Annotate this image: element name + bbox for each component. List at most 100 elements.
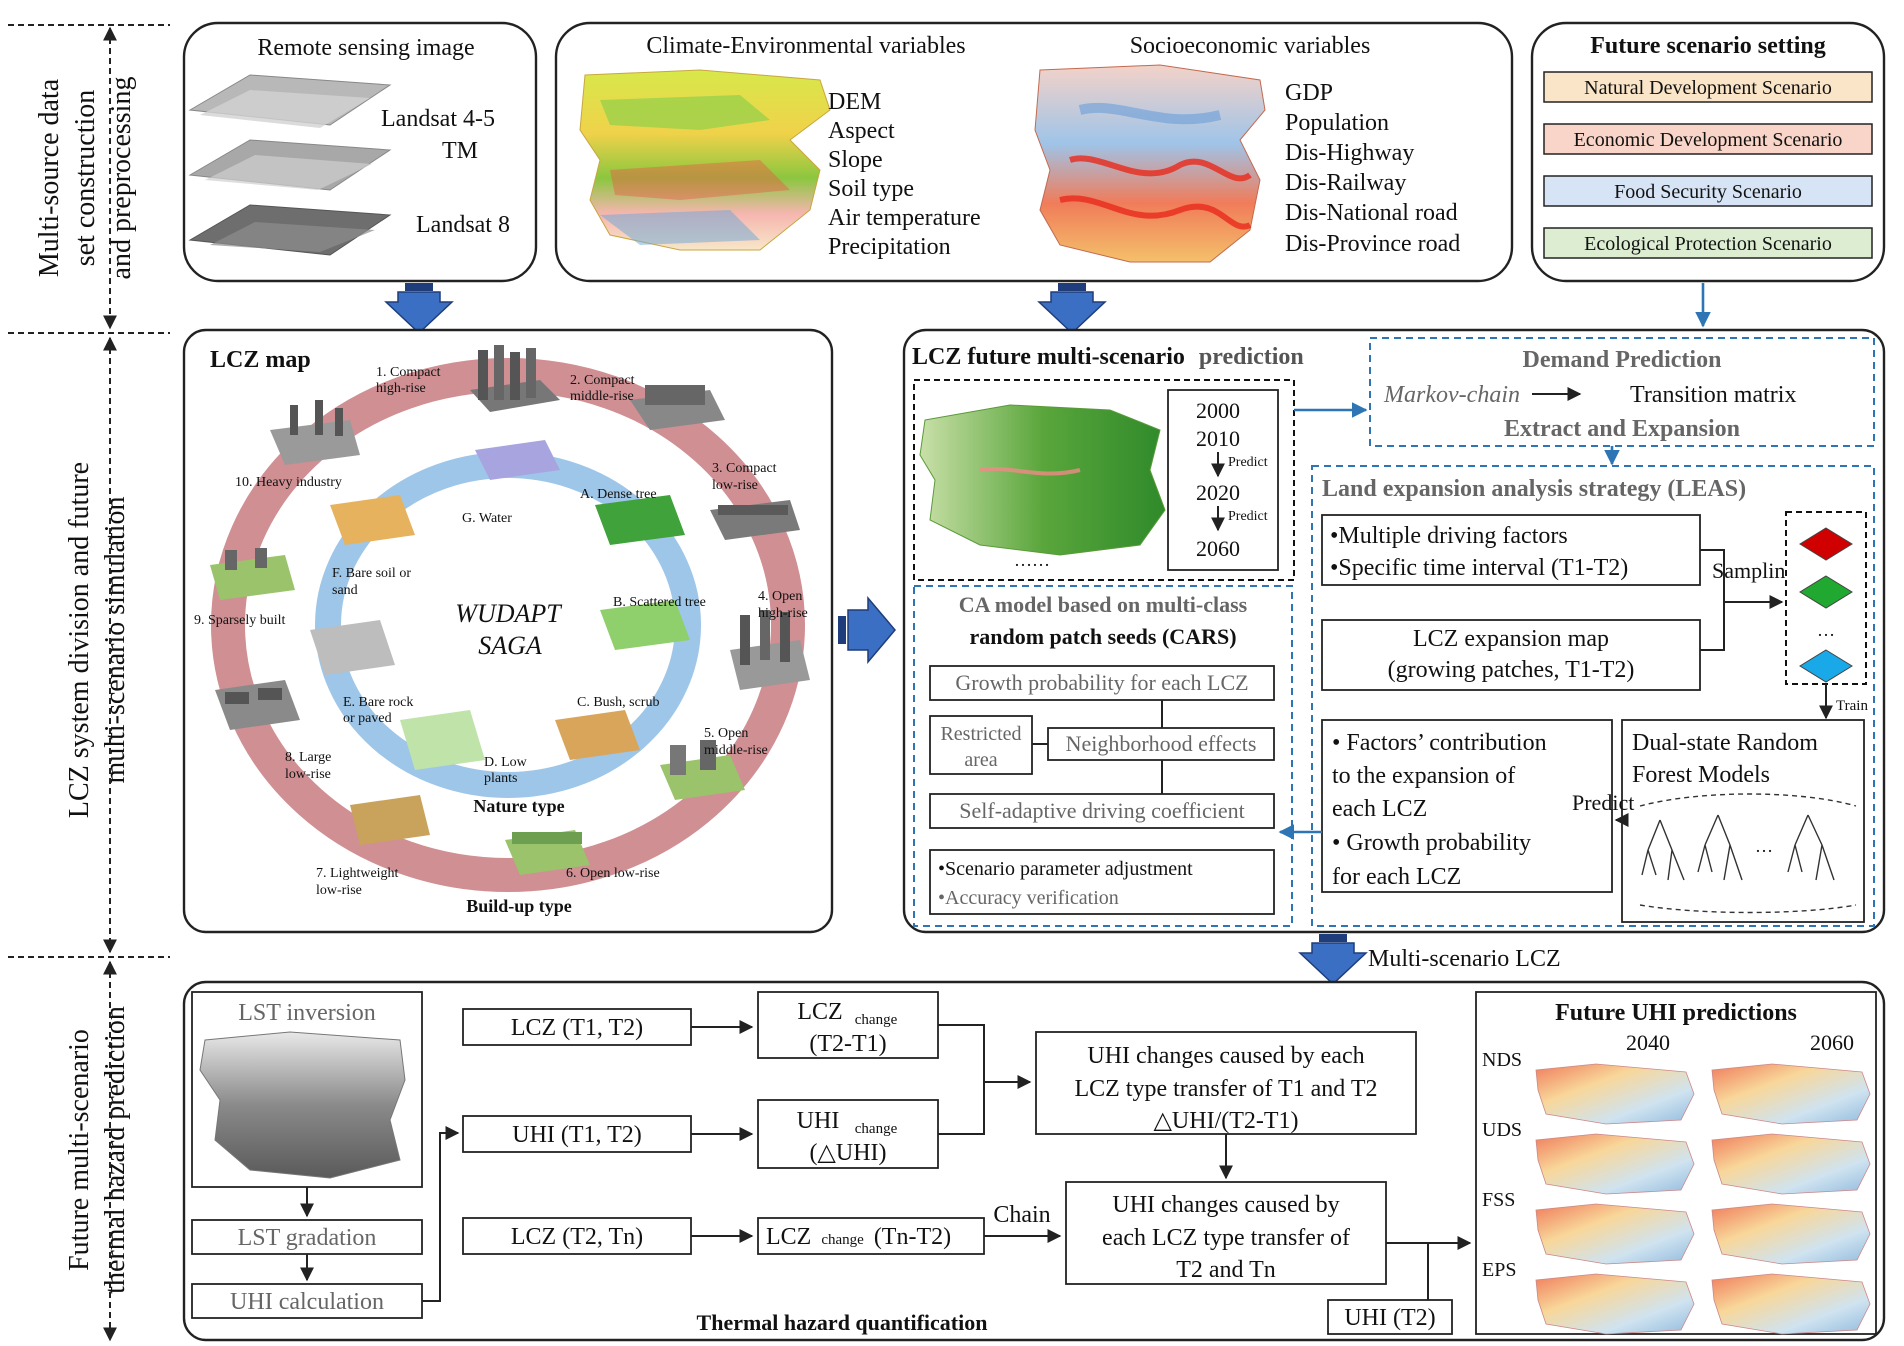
tile-low-plants <box>400 710 485 770</box>
remote-sensing-panel: Remote sensing image Landsat 4-5 TM Land… <box>182 21 538 283</box>
lst-map-image <box>199 1031 406 1179</box>
climate-title: Climate-Environmental variables <box>646 33 965 59</box>
lcz-center-saga: SAGA <box>478 631 542 660</box>
future-uhi-title: Future UHI predictions <box>1555 1000 1797 1026</box>
side-label-row3-line2: thermal hazard prediction <box>100 1006 131 1294</box>
uhi-scenario-label-3: EPS <box>1482 1259 1516 1281</box>
uhi-map-1-0 <box>1535 1133 1695 1195</box>
lcz-change-tn-period: (Tn-T2) <box>874 1224 951 1250</box>
uhi-t2-box <box>1327 1299 1453 1335</box>
nature-tiles <box>310 440 690 770</box>
tile-open-middle-rise <box>660 740 745 800</box>
tile-dense-tree <box>595 495 685 545</box>
rf-dots: … <box>1755 836 1773 856</box>
restricted-line1: Restricted <box>940 723 1021 745</box>
scenario-swatch-2 <box>1543 175 1873 207</box>
uhi-caused-t2tn-box <box>1065 1181 1387 1285</box>
uhi-map-3-1 <box>1711 1273 1871 1335</box>
lcz-label-5b: middle-rise <box>704 743 768 758</box>
year-2010: 2010 <box>1196 426 1240 451</box>
tile-heavy-industry <box>270 400 360 465</box>
lcz-label-b: B. Scattered tree <box>613 595 706 610</box>
scenario-list: Natural Development Scenario Economic Dev… <box>1543 71 1873 259</box>
scenario-swatch-3 <box>1543 227 1873 259</box>
year-2060: 2060 <box>1196 536 1240 561</box>
leas-title: Land expansion analysis strategy (LEAS) <box>1322 476 1746 502</box>
remote-sensing-title: Remote sensing image <box>257 35 474 61</box>
climate-item-precip: Precipitation <box>828 234 951 260</box>
uhi-t1t2-label: UHI (T1, T2) <box>512 1122 642 1148</box>
cars-title-line2: random patch seeds (CARS) <box>969 624 1236 649</box>
extract-expansion-label: Extract and Expansion <box>1504 416 1740 442</box>
lcz-change-box <box>757 991 939 1059</box>
down-arrow-lcz-map <box>384 283 454 335</box>
built-up-type-label: Build-up type <box>466 896 572 916</box>
landsat-45-label: Landsat 4-5 <box>381 106 495 132</box>
uhi-t1t2-box <box>462 1115 692 1153</box>
transition-matrix-label: Transition matrix <box>1630 382 1796 408</box>
lcz-label-a: A. Dense tree <box>580 487 657 502</box>
lcz-change-sub: change <box>855 1012 898 1028</box>
socio-item-highway: Dis-Highway <box>1285 140 1414 166</box>
lcz-label-3b: low-rise <box>712 478 758 493</box>
lcz-label-2a: 2. Compact <box>570 373 635 388</box>
rf-line2: Forest Models <box>1632 762 1770 788</box>
neighborhood-label: Neighborhood effects <box>1066 731 1257 756</box>
uhi-caused-t1t2-box <box>1035 1031 1417 1135</box>
side-label-row1-line3: and preprocessing <box>106 77 137 280</box>
uhi-scenario-label-1: UDS <box>1482 1119 1522 1141</box>
socio-map-stack <box>1034 64 1266 263</box>
scenario-label-3: Ecological Protection Scenario <box>1584 233 1832 255</box>
lcz-change-tn-main: LCZ <box>766 1224 811 1250</box>
lcz-label-c: C. Bush, scrub <box>577 695 659 710</box>
scenario-label-1: Economic Development Scenario <box>1574 129 1843 151</box>
lcz-label-d1: D. Low <box>484 755 528 770</box>
restricted-line2: area <box>964 749 997 771</box>
delta-uhi-label: (△UHI) <box>809 1140 886 1166</box>
built-up-type-labels: 1. Compact high-rise 2. Compact middle-r… <box>194 365 808 898</box>
tile-compact-high-rise <box>470 345 560 412</box>
lcz-change-tn-label: LCZ change (Tn-T2) <box>766 1224 951 1250</box>
lcz-label-2b: middle-rise <box>570 389 634 404</box>
uhi-caused-t1t2-line3: △UHI/(T2-T1) <box>1153 1108 1298 1134</box>
year-2020: 2020 <box>1196 480 1240 505</box>
lcz-label-4a: 4. Open <box>758 589 802 604</box>
contrib-line3: each LCZ <box>1332 796 1427 822</box>
demand-title: Demand Prediction <box>1523 347 1722 373</box>
landsat-8-label: Landsat 8 <box>416 212 510 238</box>
contrib-line4: • Growth probability <box>1332 830 1531 856</box>
tile-open-low-rise <box>505 830 590 875</box>
lcz-center-wudapt: WUDAPT <box>455 599 562 628</box>
growth-probability-label: Growth probability for each LCZ <box>955 670 1248 695</box>
scenario-adjust-box <box>929 849 1275 915</box>
uhi-map-3-0 <box>1535 1273 1695 1335</box>
lcz-label-7b: low-rise <box>316 883 362 898</box>
climate-item-aspect: Aspect <box>828 118 895 144</box>
thermal-panel: LST inversion LST gradation UHI calculat… <box>182 980 1886 1342</box>
contrib-line1: • Factors’ contribution <box>1332 730 1547 756</box>
driving-factors-line1: •Multiple driving factors <box>1330 523 1568 549</box>
uhi-map-2-0 <box>1535 1203 1695 1265</box>
demand-prediction-box <box>1369 337 1875 447</box>
lcz-change-main: LCZ <box>797 999 842 1025</box>
random-forest-box <box>1621 719 1865 923</box>
driving-factors-line2: •Specific time interval (T1-T2) <box>1330 555 1628 581</box>
socio-item-national-road: Dis-National road <box>1285 200 1458 226</box>
lcz-label-f2: sand <box>332 583 358 598</box>
tile-bare-rock <box>310 620 395 675</box>
lcz-label-d2: plants <box>484 771 517 786</box>
uhi-caused-t1t2-line1: UHI changes caused by each <box>1087 1043 1364 1069</box>
cars-title-line1: CA model based on multi-class <box>959 592 1248 617</box>
lcz-label-8a: 8. Large <box>285 750 331 765</box>
lcz-label-f1: F. Bare soil or <box>332 566 411 581</box>
prediction-title-rest: prediction <box>1199 344 1304 370</box>
socio-title: Socioeconomic variables <box>1130 33 1371 59</box>
lcz-label-7a: 7. Lightweight <box>316 866 399 881</box>
landsat-stack-image <box>188 74 392 256</box>
contrib-line5: for each LCZ <box>1332 864 1461 890</box>
row1-down-arrows <box>384 283 1711 335</box>
socio-item-province-road: Dis-Province road <box>1285 231 1460 257</box>
tile-lightweight-low-rise <box>350 795 430 845</box>
expansion-map-line2: (growing patches, T1-T2) <box>1388 657 1635 683</box>
scenario-label-2: Food Security Scenario <box>1614 181 1802 203</box>
